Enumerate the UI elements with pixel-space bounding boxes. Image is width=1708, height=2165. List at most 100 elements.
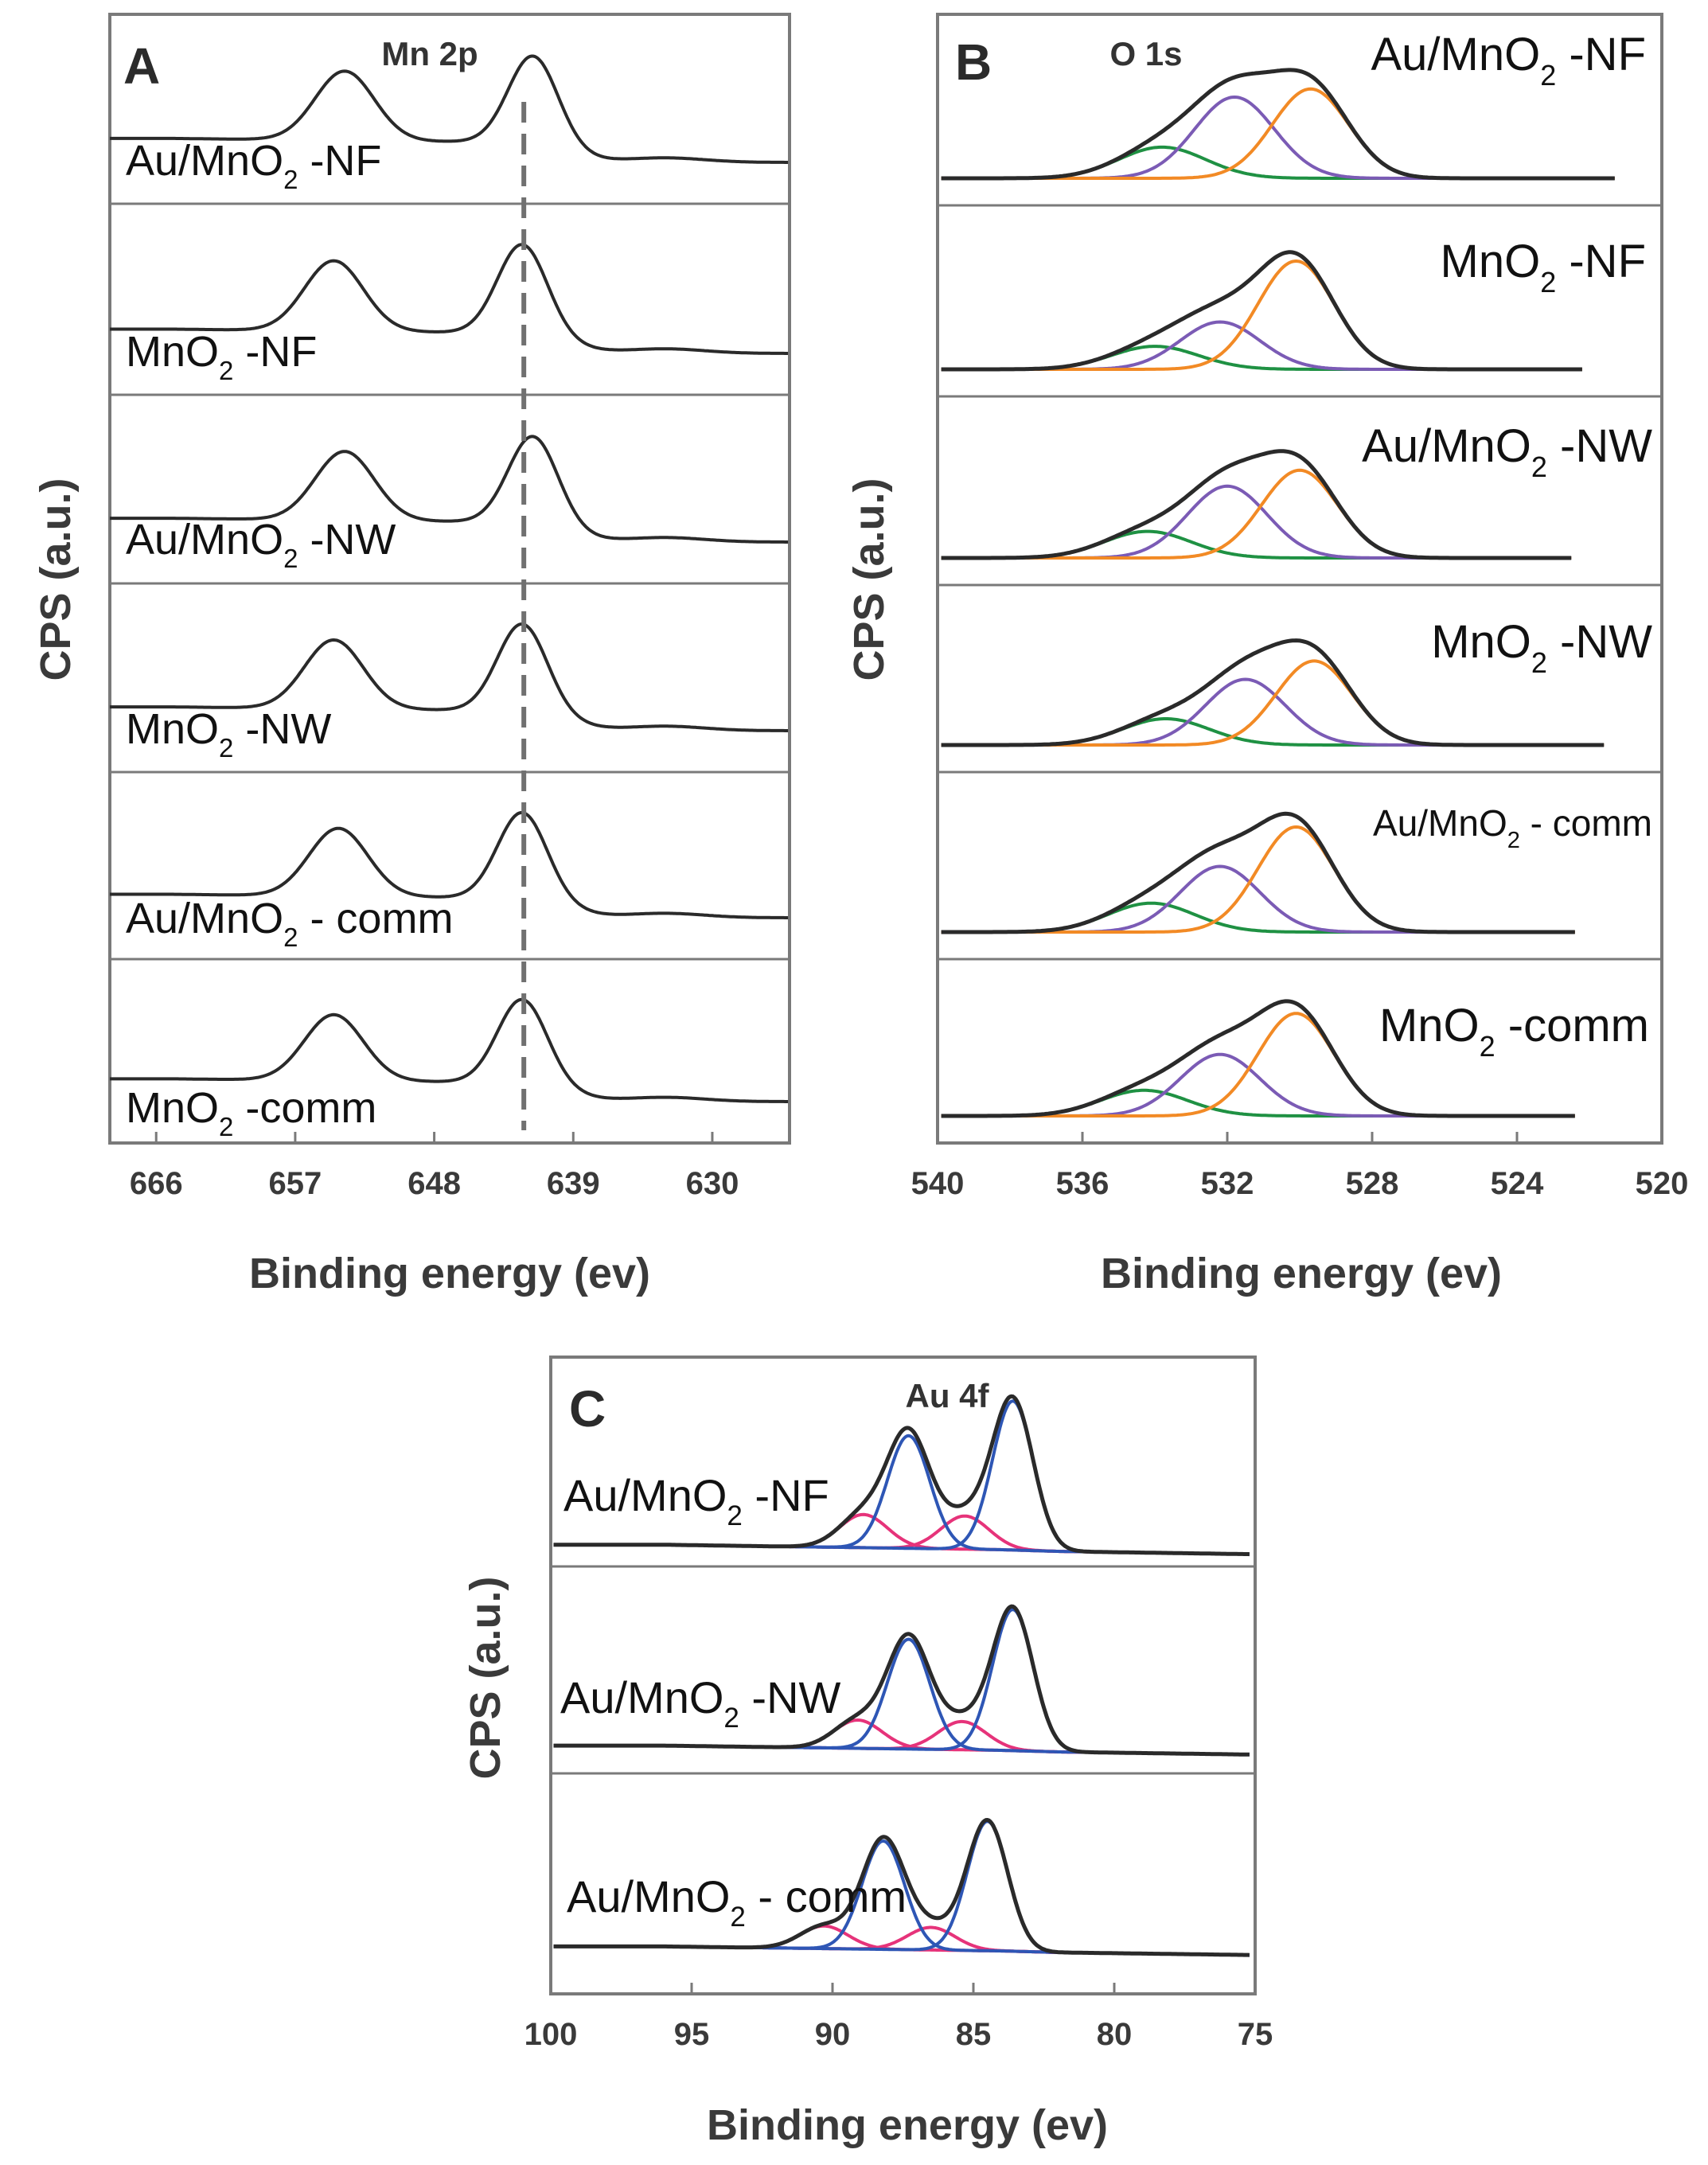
panel-b-series-label-2-group: Au/MnO2 -NW <box>1362 420 1652 483</box>
panel-a-series-label-5: MnO2 -comm <box>126 1084 376 1141</box>
panel-b-series-label-0-subscript: 2 <box>1540 59 1556 92</box>
panel-c-series-label-0-tail: -NF <box>743 1470 829 1520</box>
panel-b-tick-label-3: 528 <box>1346 1166 1399 1201</box>
panel-a-x-axis-label: Binding energy (ev) <box>249 1250 650 1297</box>
panel-b-series-label-3-subscript: 2 <box>1531 646 1547 679</box>
panel-b-series-1-component-1 <box>941 320 1582 371</box>
panel-a-series-1 <box>110 243 789 355</box>
panel-a-tick-label-3: 639 <box>547 1166 600 1201</box>
panel-b-tick-label-5: 520 <box>1636 1166 1689 1201</box>
panel-b-series-label-1-main: MnO <box>1441 236 1541 287</box>
panel-a-tick-label-2: 648 <box>408 1166 461 1201</box>
panel-b-series-4-envelope <box>941 811 1575 934</box>
panel-b-tick-label-4: 524 <box>1491 1166 1544 1201</box>
panel-a-series-label-4-tail: - comm <box>298 895 453 942</box>
panel-b-series-0-component-1 <box>941 95 1615 180</box>
panel-b-series-5-component-2 <box>941 1088 1575 1118</box>
panel-c-series-label-1-main: Au/MnO <box>560 1672 723 1722</box>
panel-a-series-3 <box>110 622 789 732</box>
panel-a-series-label-5-subscript: 2 <box>219 1112 233 1141</box>
panel-b-series-3-component-1 <box>941 677 1605 747</box>
panel-a-series-2 <box>110 435 789 544</box>
panel-a-x-ticks: 666 657 648 639 630 <box>130 1132 739 1201</box>
panel-c-series-label-1-subscript: 2 <box>723 1703 739 1734</box>
panel-b-series-label-1-group: MnO2 -NF <box>1441 236 1646 298</box>
panel-b-y-axis-label: CPS (a.u.) <box>845 478 893 681</box>
panel-c-frame <box>549 1356 1257 1995</box>
panel-b-series-label-4-subscript: 2 <box>1507 828 1520 853</box>
panel-c-letter: C <box>569 1380 606 1437</box>
panel-b-series-label-0: Au/MnO2 -NF <box>1371 29 1646 92</box>
panel-a-series-label-5-main: MnO <box>126 1084 219 1132</box>
panel-c-tick-label-5: 75 <box>1238 2017 1273 2052</box>
panel-a-series-4 <box>110 811 789 919</box>
panel-b-series-label-2: Au/MnO2 -NW <box>1362 420 1652 483</box>
panel-a-series-label-1: MnO2 -NF <box>126 328 317 385</box>
panel-b-series-label-3: MnO2 -NW <box>1431 616 1652 679</box>
panel-b-series-5-component-1 <box>941 1052 1575 1118</box>
panel-a-series-5 <box>110 997 789 1103</box>
panel-b-series-2-component-0 <box>941 468 1572 560</box>
panel-a-series-label-0-subscript: 2 <box>283 165 298 194</box>
panel-b-series-label-0-main: Au/MnO <box>1371 29 1540 80</box>
panel-b-series-3-component-2 <box>941 717 1605 747</box>
panel-c-series-label-2-subscript: 2 <box>730 1902 745 1933</box>
panel-b-series-label-1: MnO2 -NF <box>1441 236 1646 298</box>
panel-b-series-label-4-tail: - comm <box>1520 802 1652 844</box>
panel-c-series-label-2: Au/MnO2 - comm <box>567 1871 907 1933</box>
panel-b-series-4-component-1 <box>941 864 1575 934</box>
panel-b-series-2-component-2 <box>941 529 1572 560</box>
panel-c-tick-label-1: 95 <box>674 2017 710 2052</box>
panel-c-series-label-2-main: Au/MnO <box>567 1871 730 1921</box>
panel-c-series-2-envelope <box>553 1817 1250 1957</box>
panel-b-series-1-envelope <box>941 250 1582 372</box>
panel-b-series-0-envelope <box>941 68 1615 181</box>
panel-b-series-label-3-main: MnO <box>1431 616 1531 668</box>
panel-b-tick-label-0: 540 <box>911 1166 965 1201</box>
panel-b-series-label-4-main: Au/MnO <box>1373 802 1507 844</box>
panel-a-frame <box>108 13 791 1145</box>
panel-b-series-label-0-tail: -NF <box>1556 29 1646 80</box>
panel-b-series-5-envelope <box>941 999 1575 1118</box>
panel-a-series-label-3-tail: -NW <box>233 705 331 753</box>
panel-a-series-label-1-subscript: 2 <box>219 356 233 385</box>
panel-b-x-ticks: 540 536 532 528 524 520 <box>911 1132 1689 1201</box>
panel-c-y-axis-label: CPS (a.u.) <box>462 1576 509 1779</box>
panel-a-letter: A <box>123 37 160 95</box>
panel-a-tick-label-1: 657 <box>269 1166 322 1201</box>
panel-c-tick-label-3: 85 <box>956 2017 992 2052</box>
panel-a-series-label-4-subscript: 2 <box>283 923 298 952</box>
panel-a-series-label-5-tail: -comm <box>233 1084 376 1132</box>
panel-c-x-ticks: 100 95 90 85 80 75 <box>524 1983 1273 2052</box>
panel-a-series-label-3-subscript: 2 <box>219 733 233 763</box>
panel-b-series-label-5-subscript: 2 <box>1480 1030 1495 1063</box>
panel-b-series-label-4-group: Au/MnO2 - comm <box>1373 802 1652 853</box>
panel-a-series-label-1-tail: -NF <box>233 328 317 376</box>
panel-a-series-label-2-tail: -NW <box>298 516 396 564</box>
panel-c-series-1-envelope <box>553 1604 1250 1757</box>
panel-c-tick-label-2: 90 <box>815 2017 851 2052</box>
panel-a-series-label-4-main: Au/MnO <box>126 895 283 942</box>
panel-b-series-3-component-0 <box>941 659 1605 747</box>
panel-b-series-label-0-group: Au/MnO2 -NF <box>1371 29 1646 92</box>
panel-b-series-0-component-2 <box>941 145 1615 180</box>
panel-c-tick-label-0: 100 <box>524 2017 578 2052</box>
panel-a-series-label-1-main: MnO <box>126 328 219 376</box>
panel-b-series-label-1-subscript: 2 <box>1540 266 1556 298</box>
panel-a-series-label-2: Au/MnO2 -NW <box>126 516 396 573</box>
panel-a-series-label-0-main: Au/MnO <box>126 137 283 185</box>
panel-a-title: Mn 2p <box>381 35 478 72</box>
panel-c-series-label-1-tail: -NW <box>739 1672 841 1722</box>
panel-b-letter: B <box>955 33 992 91</box>
panel-c-series-label-0-subscript: 2 <box>727 1500 742 1531</box>
panel-b-tick-label-1: 536 <box>1056 1166 1109 1201</box>
panel-b-series-label-5-tail: -comm <box>1495 1000 1649 1051</box>
panel-a-series-label-3: MnO2 -NW <box>126 705 331 763</box>
panel-a-series-label-3-main: MnO <box>126 705 219 753</box>
panel-c-series-label-0-main: Au/MnO <box>563 1470 727 1520</box>
